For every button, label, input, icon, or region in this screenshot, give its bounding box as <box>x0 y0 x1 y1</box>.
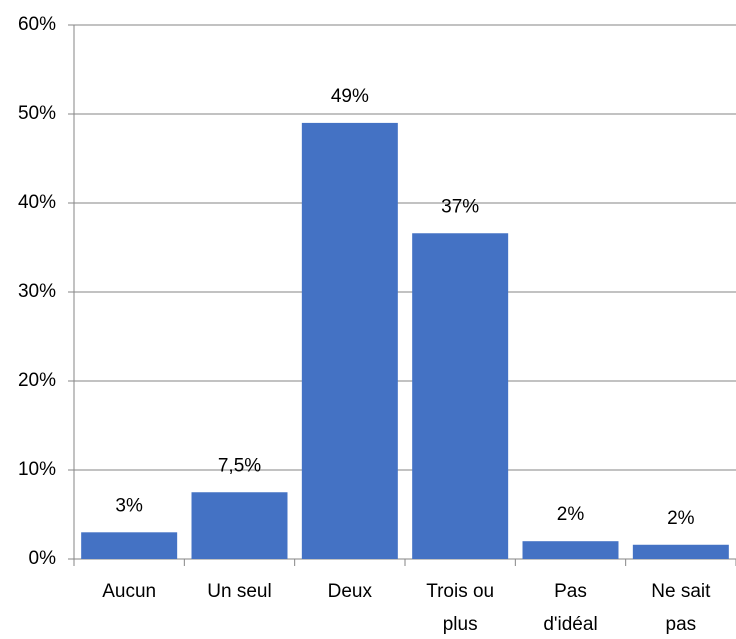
data-label: 49% <box>331 86 369 107</box>
data-label: 7,5% <box>218 455 261 476</box>
bar <box>301 122 398 560</box>
y-tick-label: 0% <box>29 548 57 569</box>
y-tick-label: 10% <box>18 459 56 480</box>
bar <box>522 541 619 559</box>
y-tick-label: 20% <box>18 370 56 391</box>
y-tick-label: 50% <box>18 103 56 124</box>
data-label: 2% <box>667 508 695 529</box>
x-tick-label: Ne sait pas <box>651 581 711 635</box>
data-label: 37% <box>441 196 479 217</box>
y-tick-label: 60% <box>18 14 56 35</box>
x-tick-label: Deux <box>328 581 373 602</box>
x-tick-label: Aucun <box>102 581 156 602</box>
x-tick-label: Trois ou plus <box>426 581 494 635</box>
bar <box>191 492 288 559</box>
bar <box>412 233 509 559</box>
y-tick-label: 30% <box>18 281 56 302</box>
data-label: 2% <box>557 504 585 525</box>
bar <box>81 532 178 559</box>
y-tick-label: 40% <box>18 192 56 213</box>
data-label: 3% <box>115 495 143 516</box>
x-tick-label: Pas d'idéal <box>543 581 597 635</box>
x-tick-label: Un seul <box>207 581 271 602</box>
bar <box>632 544 729 559</box>
